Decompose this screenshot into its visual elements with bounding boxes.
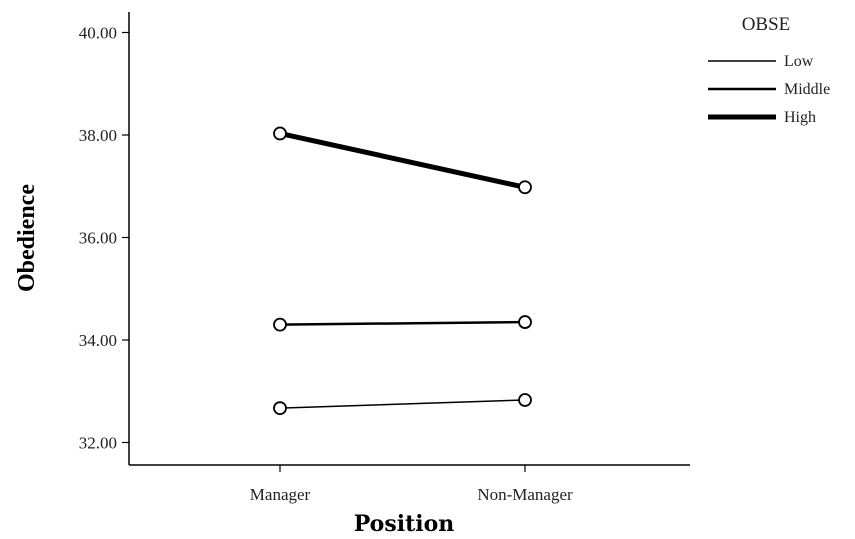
x-tick-label-1: Non-Manager — [477, 485, 573, 504]
plot-area: 32.00 34.00 36.00 38.00 40.00 Manager Non-Mana… — [79, 12, 690, 504]
series-point-high-1 — [518, 180, 532, 195]
legend-title: OBSE — [742, 14, 791, 35]
y-axis-title: Obedience — [14, 184, 40, 292]
series-point-low-0 — [273, 401, 287, 416]
series-point-middle-1 — [518, 315, 532, 329]
y-tick-label-3: 38.00 — [79, 126, 117, 145]
y-tick-label-2: 36.00 — [79, 229, 117, 248]
legend-label-low: Low — [784, 53, 814, 70]
series-point-middle-0 — [273, 317, 287, 332]
y-tick-label-4: 40.00 — [79, 24, 117, 43]
y-tick-label-0: 32.00 — [79, 434, 117, 453]
legend-label-middle: Middle — [784, 81, 830, 98]
series-line-middle — [278, 320, 527, 326]
x-tick-label-0: Manager — [250, 485, 311, 504]
series-line-high — [277, 130, 528, 190]
legend-items: Low Middle High — [708, 53, 830, 126]
x-axis-title: Position — [354, 511, 455, 537]
series-point-low-1 — [518, 393, 532, 407]
series-point-high-0 — [273, 126, 287, 141]
legend-label-high: High — [784, 109, 816, 126]
legend: OBSE Low Middle High — [708, 14, 830, 126]
series-line-low — [279, 399, 526, 409]
y-tick-label-1: 34.00 — [79, 331, 117, 350]
